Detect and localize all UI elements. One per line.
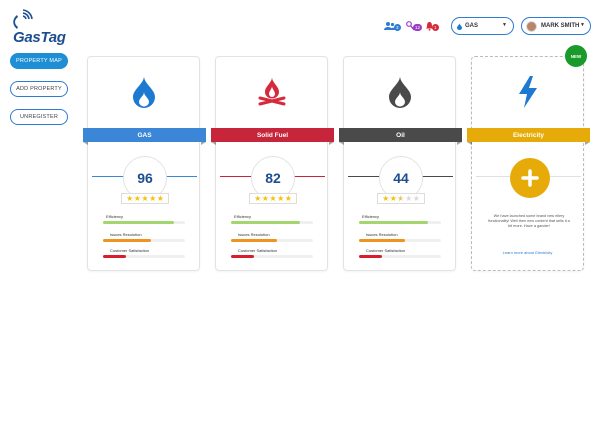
users-icon [384,22,396,30]
user-menu[interactable]: MARK SMITH ▼ [521,17,591,35]
star-icon: ★ [382,193,390,203]
issues-resolution-bar [359,239,441,242]
star-icon: ★ [254,193,262,203]
star-rating: ★★★★★★ [377,193,425,204]
star-icon: ★ [261,193,269,203]
fuel-card-gas[interactable]: GAS 96 ★ ★ ★ ★ ★ Efficiency Issues Resolutio… [83,56,206,271]
alerts-count-badge: 1 [432,24,439,31]
star-icon: ★ [133,193,141,203]
star-rating: ★ ★ ★ ★ ★ [249,193,297,204]
users-count-badge: 3 [394,24,401,31]
bell-icon [426,22,433,31]
star-icon: ★ [126,193,134,203]
oil-drop-icon [388,76,411,108]
star-rating: ★ ★ ★ ★ ★ [121,193,169,204]
star-icon: ★ [149,193,157,203]
campfire-icon [258,77,285,106]
add-electricity-button[interactable] [510,158,550,198]
efficiency-label: Efficiency [106,214,124,219]
property-map-button[interactable]: PROPERTY MAP [10,53,68,69]
star-icon: ★ [156,193,164,203]
issues-resolution-bar-fill [359,239,405,242]
star-icon: ★ [141,193,149,203]
card-title-ribbon: Solid Fuel [211,128,334,145]
issues-resolution-label: Issues Resolution [366,232,398,237]
logo-signal-icon [13,9,33,29]
efficiency-bar-fill [359,221,428,224]
efficiency-bar-fill [231,221,300,224]
empty-star-icon: ★ [412,193,420,203]
issues-resolution-bar [231,239,313,242]
issues-resolution-bar [103,239,185,242]
card-title-ribbon: Oil [339,128,462,145]
gas-flame-icon [132,76,155,108]
chevron-down-icon: ▼ [502,22,507,28]
efficiency-bar [359,221,441,224]
issues-resolution-bar-fill [103,239,151,242]
star-icon: ★ [277,193,285,203]
user-name: MARK SMITH [541,23,580,29]
lightning-bolt-icon [518,76,537,108]
star-icon: ★ [284,193,292,203]
star-icon: ★ [389,193,397,203]
customer-satisfaction-bar-fill [231,255,254,258]
half-star-icon: ★★ [397,193,405,203]
learn-more-electricity-link[interactable]: Learn more about Electricity [502,250,553,255]
issues-resolution-bar-fill [231,239,277,242]
customer-satisfaction-label: Customer Satisfaction [366,248,406,253]
electricity-message: We have launched some brand new ellery f… [488,214,570,228]
fuel-type-select[interactable]: GAS ▼ [451,17,514,35]
fuel-card-electricity[interactable]: Electricity We have launched some brand … [467,56,590,271]
unregister-button[interactable]: UNREGISTER [10,109,68,125]
gas-flame-icon [457,23,462,30]
fuel-card-oil[interactable]: Oil 44 ★★★★★★ Efficiency Issues Resoluti… [339,56,462,271]
efficiency-label: Efficiency [234,214,252,219]
fuel-card-solid-fuel[interactable]: Solid Fuel 82 ★ ★ ★ ★ ★ Efficiency Issues Re… [211,56,334,271]
new-badge: NEW [565,45,587,67]
star-icon: ★ [269,193,277,203]
empty-star-icon: ★ [405,193,413,203]
customer-satisfaction-bar-fill [359,255,382,258]
customer-satisfaction-bar [103,255,185,258]
customer-satisfaction-label: Customer Satisfaction [110,248,150,253]
plus-icon [521,169,539,187]
issues-resolution-label: Issues Resolution [110,232,142,237]
customer-satisfaction-bar-fill [103,255,126,258]
score-value: 82 [251,156,295,200]
chevron-down-icon: ▼ [580,22,585,28]
efficiency-bar-fill [103,221,174,224]
customer-satisfaction-label: Customer Satisfaction [238,248,278,253]
customer-satisfaction-bar [359,255,441,258]
card-title-ribbon: Electricity [467,128,590,145]
card-title-ribbon: GAS [83,128,206,145]
users-notification[interactable]: 3 [384,19,401,33]
alerts-notification[interactable]: 1 [425,19,439,33]
avatar [526,20,537,32]
add-property-button[interactable]: ADD PROPERTY [10,81,68,97]
customer-satisfaction-bar [231,255,313,258]
keys-notification[interactable]: 12 [406,19,423,33]
efficiency-bar [103,221,185,224]
efficiency-bar [231,221,313,224]
keys-count-badge: 12 [413,24,423,31]
fuel-type-value: GAS [465,23,479,29]
gastag-logo[interactable]: GasTag [9,9,69,49]
logo-text: GasTag [13,29,66,46]
issues-resolution-label: Issues Resolution [238,232,270,237]
efficiency-label: Efficiency [362,214,380,219]
